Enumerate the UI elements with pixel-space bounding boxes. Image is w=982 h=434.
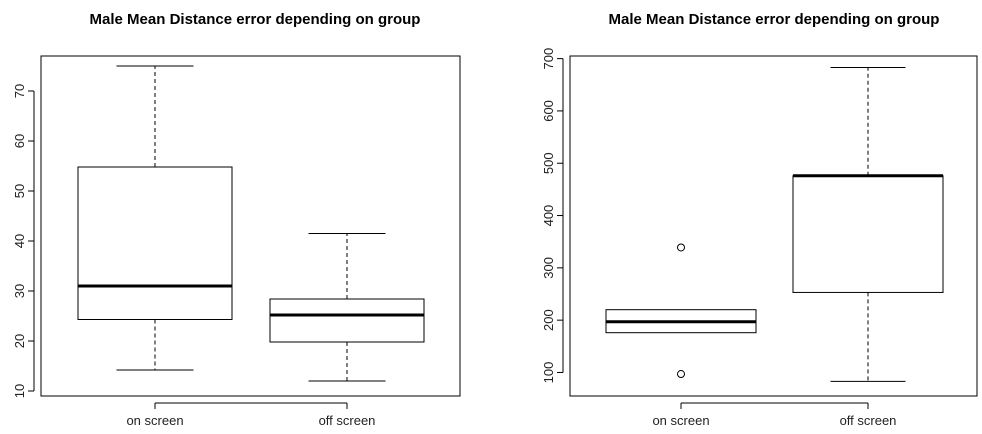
y-tick-label: 60	[12, 134, 27, 148]
outlier-point	[677, 370, 685, 379]
chart-title: Male Mean Distance error depending on gr…	[609, 11, 940, 28]
y-tick-label: 400	[541, 205, 556, 227]
box	[269, 298, 425, 343]
boxplot-panel-left: Male Mean Distance error depending on gr…	[12, 11, 461, 428]
box	[792, 175, 944, 293]
x-tick-label: on screen	[126, 413, 183, 428]
y-tick-label: 100	[541, 362, 556, 384]
y-tick-label: 40	[12, 234, 27, 248]
x-tick-label: off screen	[840, 413, 897, 428]
chart-title: Male Mean Distance error depending on gr…	[90, 11, 421, 28]
outlier-point	[677, 243, 685, 252]
plot-frame	[569, 55, 978, 397]
y-tick-label: 50	[12, 184, 27, 198]
y-tick-label: 500	[541, 152, 556, 174]
y-tick-label: 10	[12, 384, 27, 398]
plot-frame	[40, 55, 461, 397]
y-tick-label: 300	[541, 257, 556, 279]
y-tick-label: 30	[12, 284, 27, 298]
box	[77, 166, 233, 320]
x-tick-label: off screen	[319, 413, 376, 428]
y-tick-label: 20	[12, 334, 27, 348]
boxplot-panel-right: Male Mean Distance error depending on gr…	[541, 11, 978, 428]
y-tick-label: 600	[541, 100, 556, 122]
y-tick-label: 700	[541, 48, 556, 70]
y-tick-label: 200	[541, 309, 556, 331]
x-tick-label: on screen	[652, 413, 709, 428]
y-tick-label: 70	[12, 84, 27, 98]
